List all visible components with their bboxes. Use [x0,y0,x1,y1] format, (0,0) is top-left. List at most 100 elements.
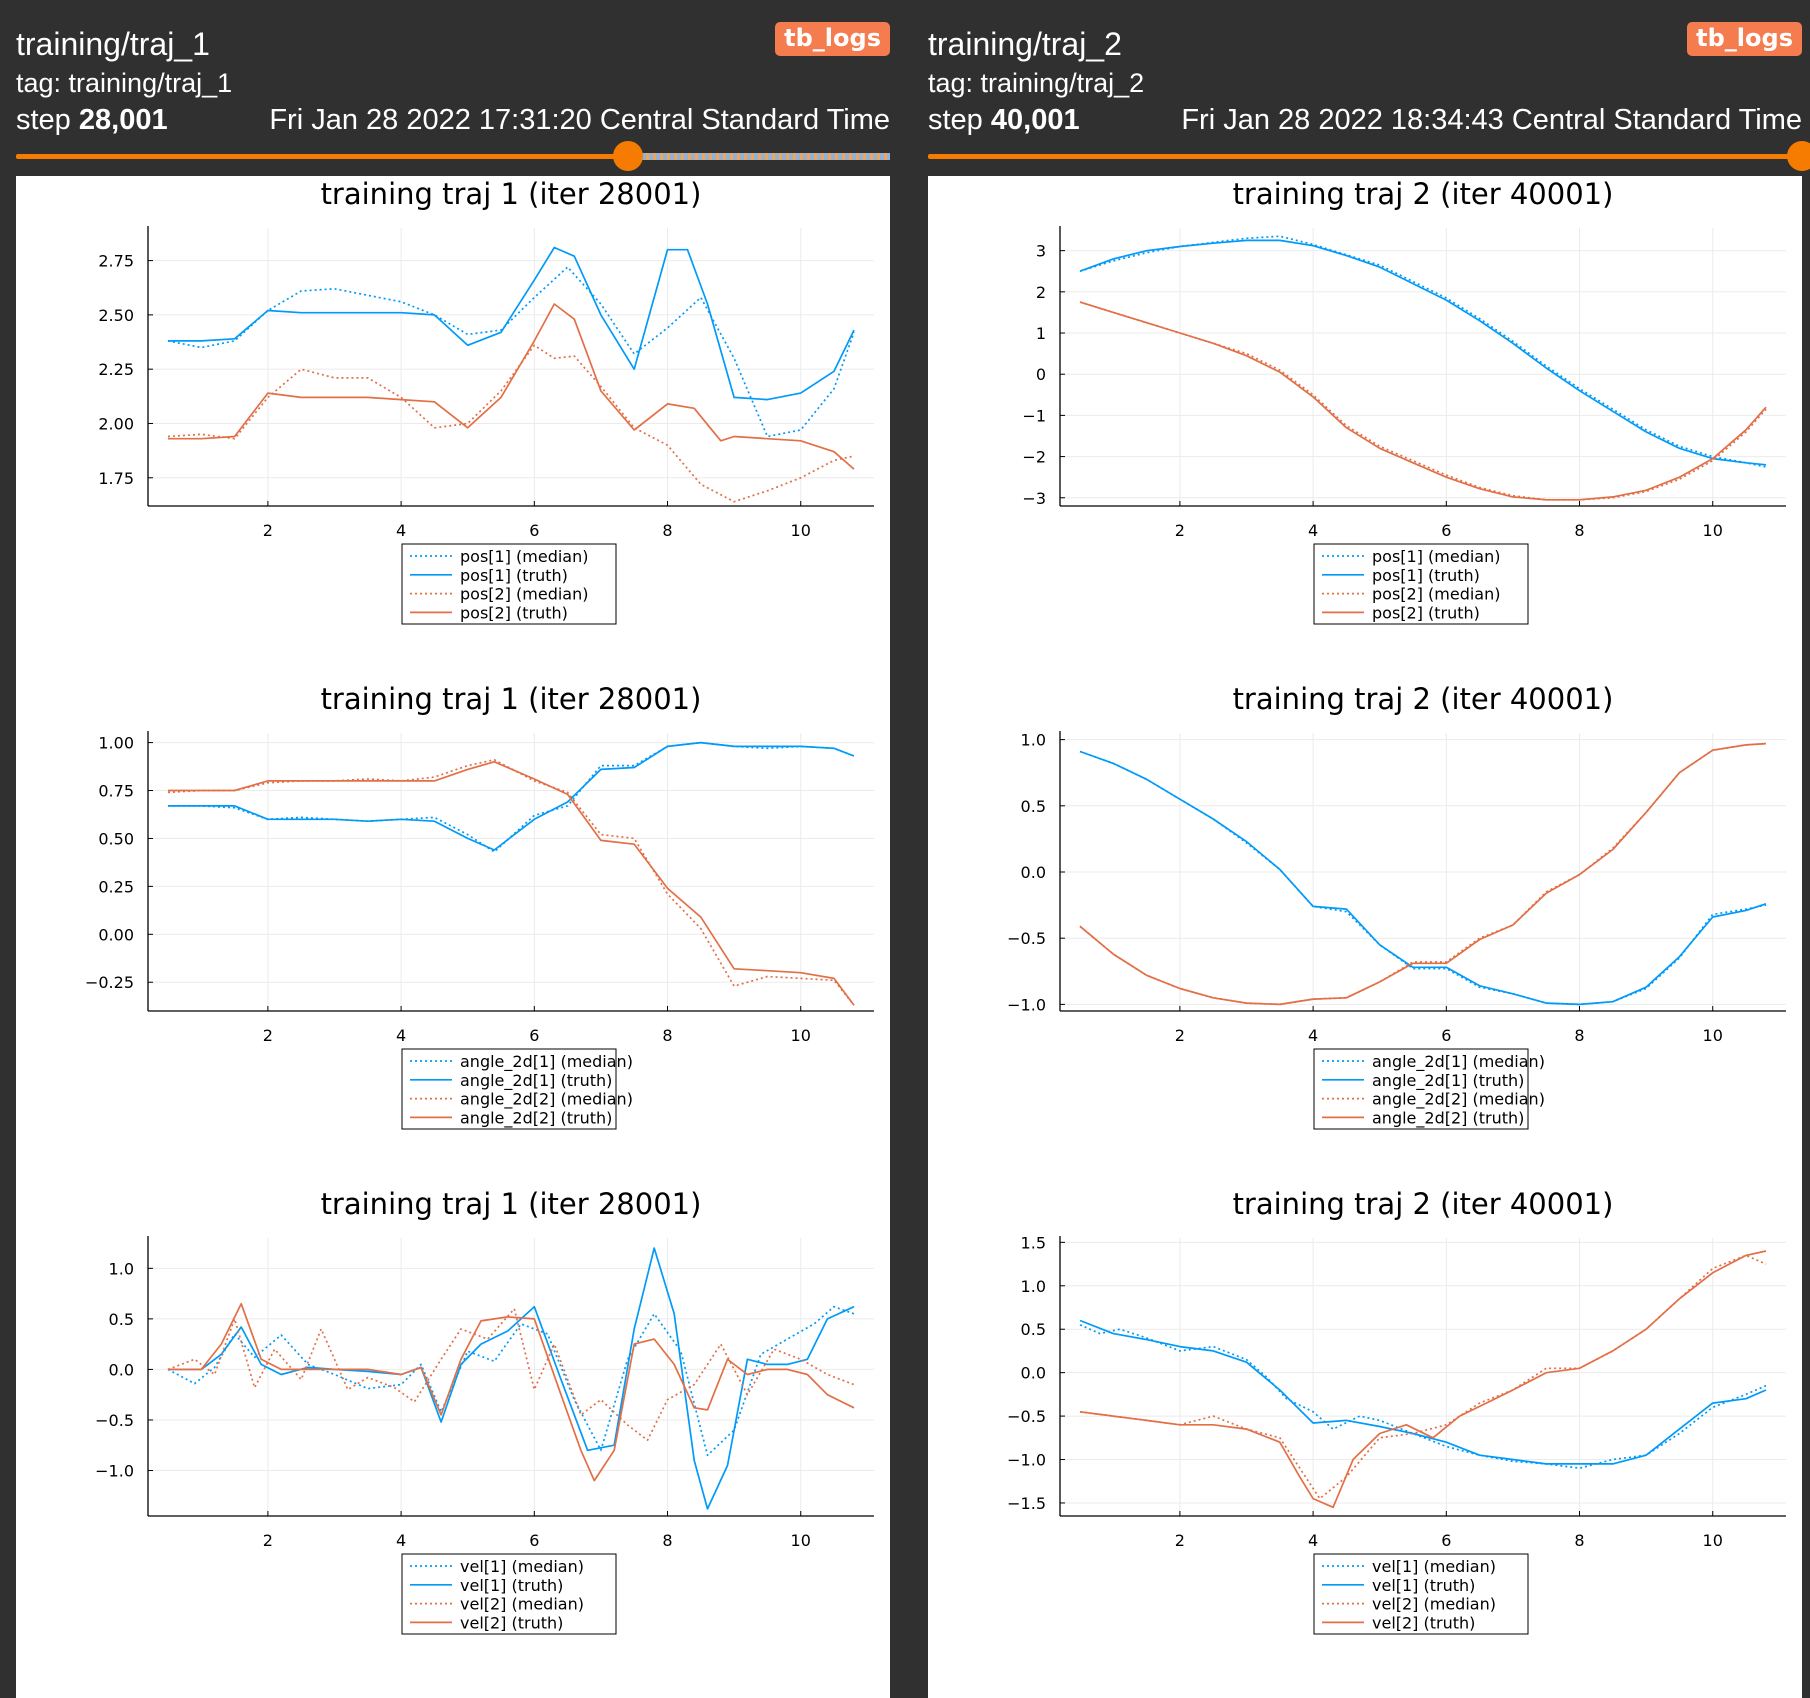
x-tick-label: 4 [1308,521,1318,540]
y-tick-label: 0.50 [98,829,134,848]
legend-box [401,543,617,625]
series-line-1 [168,741,855,851]
x-tick-label: 6 [529,1531,539,1550]
series-line-2 [1079,742,1767,1006]
legend-label: vel[2] (median) [1372,1595,1496,1614]
y-tick-label: −0.5 [95,1411,134,1430]
y-tick-label: −1.0 [1007,995,1046,1014]
y-tick-label: 2.50 [98,306,134,325]
step-value: 28,001 [78,104,168,136]
chart-title: training traj 2 (iter 40001) [1233,177,1614,211]
image-panel: training traj 2 (iter 40001) 2 4 6 8 10 −3 −2 −1… [928,176,1802,1698]
x-tick-label: 2 [263,1531,273,1550]
y-tick-label: 1.00 [98,734,134,753]
legend-label: vel[1] (truth) [1372,1576,1475,1595]
legend-label: angle_2d[1] (truth) [460,1071,612,1091]
x-tick-label: 6 [1441,521,1451,540]
card-tag: tag: training/traj_2 [928,68,1145,98]
x-tick-label: 8 [662,1531,672,1550]
legend-label: angle_2d[2] (median) [1372,1090,1545,1110]
series-line-1 [168,246,855,401]
y-tick-label: 0.0 [1021,1364,1046,1383]
image-card-traj-1: training/traj_1 tb_logs tag: training/tr… [16,0,890,1698]
x-tick-label: 10 [791,521,811,540]
x-tick-label: 8 [662,1026,672,1045]
legend-label: pos[1] (truth) [460,566,568,585]
plot-traj-1-angle: training traj 1 (iter 28001) 2 4 6 8 10 −0.25 0… [85,682,874,1130]
slider-thumb[interactable] [612,141,643,171]
y-tick-label: −1.0 [1007,1451,1046,1470]
legend-label: pos[2] (median) [460,585,589,604]
plot-traj-1-pos: training traj 1 (iter 28001) 2 4 6 8 10 1.75 2.… [98,177,874,625]
y-tick-label: −2 [1022,448,1046,467]
step-label-text: step [928,104,983,136]
slider-track-remaining [627,153,890,160]
legend-label: angle_2d[1] (median) [460,1052,633,1072]
slider-thumb[interactable] [1787,141,1810,171]
x-tick-label: 10 [1703,1026,1723,1045]
legend-label: pos[2] (median) [1372,585,1501,604]
legend-label: vel[2] (median) [460,1595,584,1614]
legend-label: angle_2d[1] (truth) [1372,1071,1524,1091]
step-label: step 28,001 [16,104,168,137]
y-tick-label: 3 [1036,242,1046,261]
series-line-3 [1079,1250,1767,1509]
slider-track-done [16,154,628,159]
legend-label: vel[1] (median) [1372,1557,1496,1576]
x-tick-label: 4 [396,1531,406,1550]
x-tick-label: 6 [1441,1531,1451,1550]
series-line-0 [167,1305,855,1457]
legend-label: pos[1] (median) [1372,547,1501,566]
y-tick-label: −1.5 [1007,1494,1046,1513]
y-tick-label: −0.25 [85,973,134,992]
series-line-0 [1079,1324,1767,1470]
x-tick-label: 2 [263,1026,273,1045]
step-slider[interactable] [928,141,1810,171]
series-line-3 [168,1302,855,1482]
y-tick-label: −3 [1022,489,1046,508]
run-badge: tb_logs [1687,22,1802,56]
card-tag: tag: training/traj_1 [16,68,233,98]
series-line-3 [1079,301,1767,501]
legend-box [1313,1048,1529,1130]
legend-label: pos[2] (truth) [460,603,568,622]
plot-traj-2-pos: training traj 2 (iter 40001)2 4 6 8 10−3−2−1… [1022,177,1786,625]
step-label-text: step [16,104,71,136]
legend-label: angle_2d[2] (median) [460,1090,633,1110]
legend-label: angle_2d[2] (truth) [460,1108,612,1128]
legend-label: pos[2] (truth) [1372,603,1480,622]
x-tick-label: 10 [791,1531,811,1550]
chart-title: training traj 2 (iter 40001) [1233,1187,1614,1221]
y-tick-label: 0.0 [109,1360,134,1379]
x-tick-label: 10 [1703,521,1723,540]
series-line-3 [168,760,855,1006]
x-tick-label: 10 [791,1026,811,1045]
run-badge: tb_logs [775,22,890,56]
chart-title: training traj 1 (iter 28001) [321,682,702,716]
y-tick-label: 0.5 [1021,1320,1046,1339]
legend-label: angle_2d[2] (truth) [1372,1108,1524,1128]
x-tick-label: 6 [1441,1026,1451,1045]
legend-label: vel[1] (truth) [460,1576,563,1595]
plot-traj-1-vel: training traj 1 (iter 28001) 2 4 6 8 10 −1.0 −0… [95,1187,874,1635]
series-line-1 [1079,1319,1767,1465]
legend-label: pos[1] (median) [460,547,589,566]
step-slider[interactable] [16,141,890,171]
image-panel: training traj 1 (iter 28001) 2 4 6 8 10 1.75 2.… [16,176,890,1698]
x-tick-label: 4 [1308,1026,1318,1045]
series-line-3 [1079,742,1767,1006]
x-tick-label: 8 [1574,1531,1584,1550]
series-line-0 [167,266,855,438]
card-title: training/traj_1 [16,26,210,62]
y-tick-label: 1.0 [109,1259,134,1278]
y-tick-label: 1.0 [1021,731,1046,750]
legend-label: vel[1] (median) [460,1557,584,1576]
x-tick-label: 8 [1574,521,1584,540]
series-line-2 [167,1307,855,1442]
y-tick-label: 1.0 [1021,1277,1046,1296]
y-tick-label: 0.00 [98,925,134,944]
y-tick-label: 0.5 [109,1310,134,1329]
chart-title: training traj 1 (iter 28001) [321,1187,702,1221]
x-tick-label: 4 [1308,1531,1318,1550]
step-label: step 40,001 [928,104,1080,137]
